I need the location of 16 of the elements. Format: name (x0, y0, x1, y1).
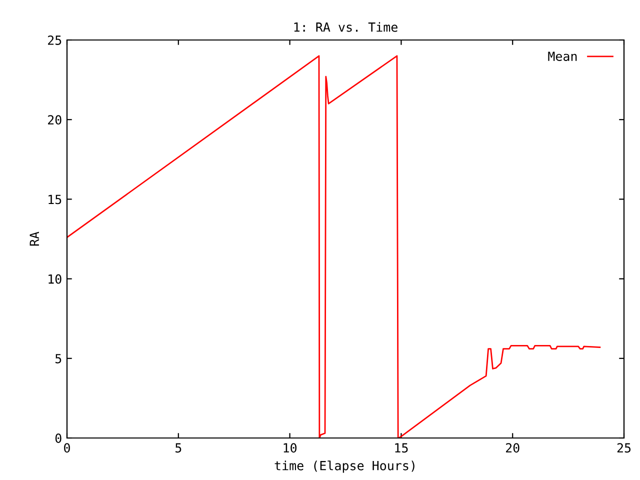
x-tick-label: 25 (617, 443, 631, 453)
x-tick-label: 15 (395, 443, 408, 453)
x-tick-label: 5 (176, 443, 182, 453)
y-tick-label: 20 (48, 115, 62, 125)
y-tick-label: 5 (55, 354, 62, 364)
y-tick-label: 10 (48, 274, 62, 284)
y-tick-label: 25 (48, 36, 62, 45)
y-tick-label: 0 (55, 434, 62, 443)
x-tick-label: 10 (284, 443, 297, 453)
y-axis-title: RA (30, 232, 39, 246)
x-tick-label: 20 (506, 443, 520, 453)
x-axis-title: time (Elapse Hours) (274, 460, 414, 473)
x-tick-label: 0 (64, 443, 70, 453)
chart-title: 1: RA vs. Time (294, 22, 398, 32)
legend-label: Mean (548, 52, 577, 61)
y-tick-label: 15 (48, 194, 62, 204)
